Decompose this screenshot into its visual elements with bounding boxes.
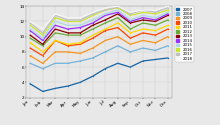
Legend: 2007, 2008, 2009, 2010, 2011, 2012, 2013, 2014, 2015, 2016, 2017, 2018: 2007, 2008, 2009, 2010, 2011, 2012, 2013… [175, 6, 194, 62]
